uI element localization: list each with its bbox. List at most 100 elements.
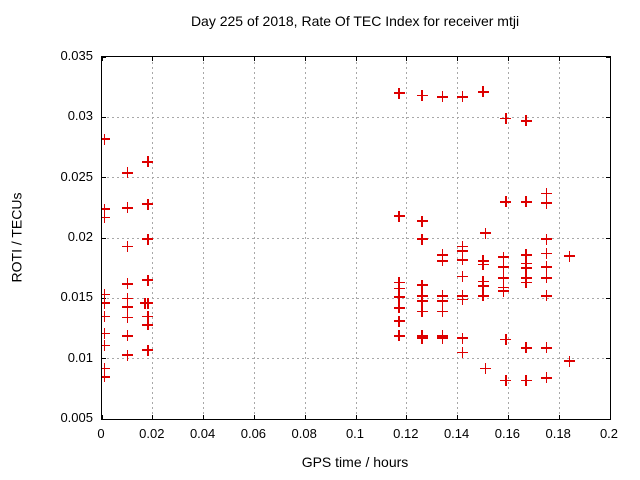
data-point-marker xyxy=(142,233,154,245)
data-point-marker xyxy=(121,312,133,324)
y-tick-mark xyxy=(606,297,610,299)
data-point-marker xyxy=(416,215,428,227)
x-tick-mark xyxy=(609,415,610,419)
x-tick-mark xyxy=(609,57,610,61)
data-point-marker xyxy=(393,330,405,342)
data-point-marker xyxy=(497,272,509,284)
x-tick-mark xyxy=(152,415,154,419)
x-tick-mark xyxy=(253,415,255,419)
data-point-marker xyxy=(121,202,133,214)
x-tick-mark xyxy=(253,57,255,61)
data-point-marker xyxy=(541,290,552,302)
data-point-marker xyxy=(436,332,448,344)
x-tick-mark xyxy=(457,57,459,61)
y-tick-mark xyxy=(102,57,106,58)
gridline-y xyxy=(102,116,610,118)
data-point-marker xyxy=(500,196,512,208)
data-point-marker xyxy=(393,283,405,295)
y-tick-label: 0.03 xyxy=(67,108,93,124)
data-point-marker xyxy=(457,294,469,306)
y-tick-mark xyxy=(102,116,106,118)
x-tick-mark xyxy=(355,415,357,419)
data-point-marker xyxy=(541,233,552,245)
x-tick-label: 0.1 xyxy=(345,426,365,441)
x-tick-mark xyxy=(355,57,357,61)
y-tick-label: 0.015 xyxy=(60,289,93,305)
x-tick-mark xyxy=(102,415,103,419)
gridline-y xyxy=(102,177,610,179)
data-point-marker xyxy=(541,342,552,354)
x-tick-mark xyxy=(558,415,560,419)
data-point-marker xyxy=(541,248,552,260)
data-point-marker xyxy=(393,210,405,222)
data-point-marker xyxy=(541,372,552,384)
y-tick-mark xyxy=(102,177,106,179)
data-point-marker xyxy=(121,301,133,313)
data-point-marker xyxy=(416,233,428,245)
x-tick-label: 0.02 xyxy=(139,426,165,441)
x-tick-label: 0 xyxy=(97,426,105,441)
gridline-y xyxy=(102,358,610,360)
data-point-marker xyxy=(436,91,448,103)
data-point-marker xyxy=(102,297,111,309)
data-point-marker xyxy=(121,240,133,252)
data-point-marker xyxy=(102,362,111,374)
data-point-marker xyxy=(563,355,575,367)
data-point-marker xyxy=(436,249,448,261)
data-point-marker xyxy=(102,211,111,223)
y-tick-mark xyxy=(606,57,610,58)
x-tick-label: 0.08 xyxy=(291,426,317,441)
data-point-marker xyxy=(142,297,154,309)
y-tick-mark xyxy=(606,177,610,179)
data-point-marker xyxy=(500,333,512,345)
data-point-marker xyxy=(393,87,405,99)
x-tick-mark xyxy=(558,57,560,61)
data-point-marker xyxy=(416,332,428,344)
data-point-marker xyxy=(477,259,489,271)
x-tick-mark xyxy=(406,415,408,419)
x-tick-label: 0.16 xyxy=(494,426,521,441)
data-point-marker xyxy=(457,271,469,283)
data-point-marker xyxy=(393,291,405,303)
x-tick-mark xyxy=(406,57,408,61)
data-point-marker xyxy=(497,251,509,263)
x-tick-label: 0.18 xyxy=(545,426,571,441)
data-point-marker xyxy=(102,310,111,322)
data-point-marker xyxy=(480,362,492,374)
x-tick-mark xyxy=(102,57,103,61)
x-tick-label: 0.12 xyxy=(393,426,419,441)
data-point-marker xyxy=(142,310,154,322)
data-point-marker xyxy=(500,113,512,125)
y-tick-label: 0.02 xyxy=(67,229,93,244)
x-tick-mark xyxy=(507,415,509,419)
data-point-marker xyxy=(142,344,154,356)
data-point-marker xyxy=(477,86,489,98)
x-tick-mark xyxy=(203,57,205,61)
data-point-marker xyxy=(416,295,428,307)
data-point-marker xyxy=(393,302,405,314)
data-point-marker xyxy=(541,187,552,199)
data-point-marker xyxy=(102,203,111,215)
data-point-marker xyxy=(541,261,552,273)
data-point-marker xyxy=(520,374,532,386)
data-point-marker xyxy=(541,272,552,284)
y-tick-label: 0.035 xyxy=(60,48,93,63)
x-tick-label: 0.04 xyxy=(189,426,216,441)
x-tick-mark xyxy=(507,57,509,61)
data-point-marker xyxy=(520,115,532,127)
data-point-marker xyxy=(102,133,111,145)
data-point-marker xyxy=(480,227,492,239)
x-tick-mark xyxy=(203,415,205,419)
data-point-marker xyxy=(520,196,532,208)
data-point-marker xyxy=(102,339,111,351)
data-point-marker xyxy=(477,280,489,292)
data-point-marker xyxy=(457,347,469,359)
y-tick-mark xyxy=(606,418,610,419)
data-point-marker xyxy=(520,342,532,354)
data-point-marker xyxy=(436,255,448,267)
data-point-marker xyxy=(436,295,448,307)
data-point-marker xyxy=(102,289,111,301)
data-point-marker xyxy=(142,198,154,210)
data-point-marker xyxy=(457,332,469,344)
